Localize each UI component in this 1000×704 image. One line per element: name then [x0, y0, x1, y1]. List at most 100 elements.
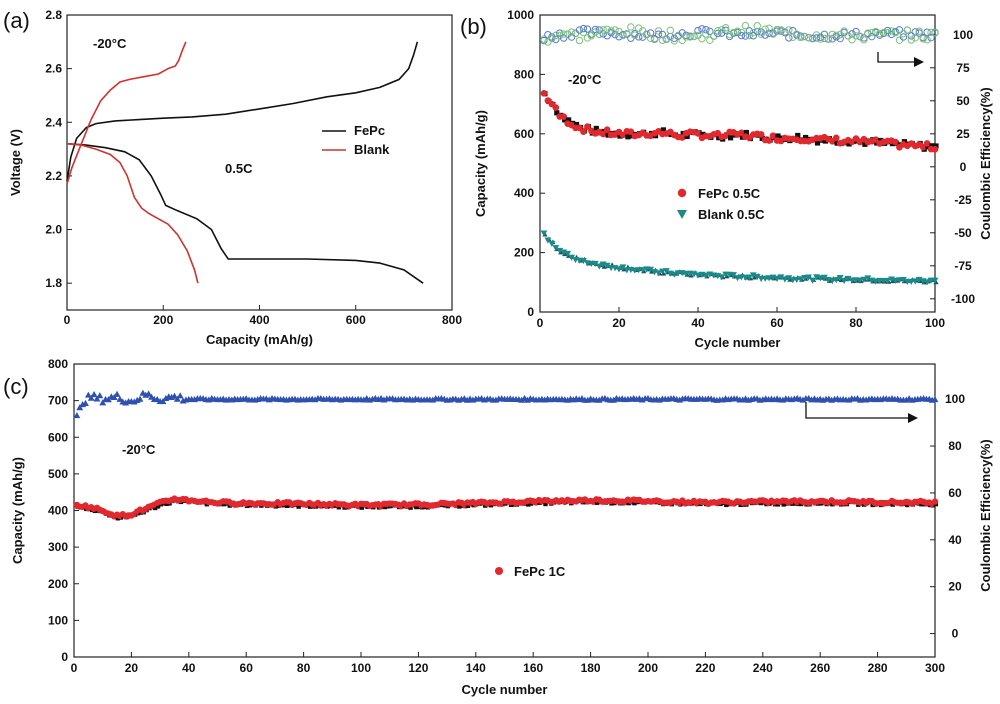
series-line-fepc-discharge [66, 142, 424, 284]
axis-arrow-line-c [805, 402, 910, 419]
data-point-blank-efficiency [927, 28, 935, 37]
data-point-blank-efficiency [797, 33, 805, 42]
data-point-blank-capacity [828, 278, 836, 285]
data-point-fepc-black [929, 143, 935, 149]
data-point-fepc-1c-black [594, 500, 600, 505]
axis-arrow-head-b [914, 57, 924, 67]
x-axis-title-a: Capacity (mAh/g) [206, 332, 313, 347]
data-point-fepc-efficiency [544, 31, 552, 39]
data-point-blank-efficiency [800, 32, 809, 41]
data-point-blank-efficiency [725, 30, 734, 39]
data-point-fepc-efficiency [761, 31, 769, 39]
data-point-fepc-efficiency [694, 26, 702, 35]
data-point-blank-capacity [670, 271, 678, 278]
data-point-blank-efficiency [646, 34, 655, 42]
data-point-blank-efficiency [816, 35, 825, 43]
data-point-blank-capacity [745, 274, 753, 281]
data-point-blank-efficiency [761, 25, 769, 33]
data-point-fepc-capacity [627, 128, 635, 135]
data-point-blank-efficiency [666, 26, 675, 35]
data-point-blank-efficiency [686, 33, 694, 41]
axis-arrow-line-b [877, 52, 918, 63]
legend-label-blank-b: Blank 0.5C [698, 207, 765, 222]
data-point-fepc-1c-efficiency [176, 392, 184, 399]
y-axis-title-b: Capacity (mAh/g) [473, 110, 488, 217]
data-point-blank-capacity [797, 276, 805, 283]
data-point-fepc-capacity [832, 134, 840, 142]
data-point-fepc-1c-efficiency [518, 396, 526, 403]
data-point-blank-capacity [595, 263, 603, 270]
data-point-fepc-black [925, 144, 931, 150]
x-tick-label-c: 20 [125, 661, 139, 675]
data-point-blank-capacity [765, 275, 773, 282]
data-point-blank-efficiency [907, 36, 915, 44]
data-point-fepc-1c-black [152, 505, 158, 511]
x-axis-title-b: Cycle number [695, 335, 781, 350]
data-point-blank-capacity [659, 268, 666, 275]
data-point-fepc-1c-efficiency [93, 395, 101, 402]
data-point-blank-efficiency [856, 32, 864, 40]
data-point-fepc-efficiency [927, 33, 935, 42]
data-point-blank-efficiency [714, 27, 722, 35]
y-right-tick-label-c: 0 [952, 627, 959, 641]
data-point-blank-efficiency [674, 31, 682, 40]
data-point-fepc-capacity [560, 113, 567, 120]
temperature-annotation-a: -20°C [93, 36, 127, 51]
x-tick-label-c: 40 [182, 661, 196, 675]
x-tick-label-c: 200 [638, 661, 658, 675]
data-point-fepc-1c-efficiency [90, 390, 98, 398]
y-right-tick-label-b: -100 [951, 292, 975, 306]
data-point-fepc-1c-black [543, 501, 548, 507]
data-point-blank-efficiency [860, 36, 868, 44]
data-point-fepc-capacity [584, 123, 591, 130]
y-tick-label-b: 1000 [507, 8, 534, 22]
data-point-blank-efficiency [571, 29, 580, 38]
data-point-blank-dark [649, 268, 655, 274]
data-point-blank-capacity [836, 275, 844, 282]
data-point-blank-efficiency [682, 33, 690, 41]
data-point-blank-capacity [730, 272, 737, 279]
data-point-fepc-1c-efficiency [116, 395, 124, 402]
data-point-fepc-efficiency [852, 27, 860, 36]
data-point-fepc-efficiency [741, 32, 750, 40]
data-point-blank-capacity [911, 278, 919, 285]
data-point-fepc-1c-efficiency [110, 393, 118, 400]
data-point-blank-efficiency [583, 34, 592, 42]
data-point-fepc-capacity [580, 128, 587, 135]
data-point-blank-capacity [931, 277, 939, 284]
data-point-blank-efficiency [560, 30, 568, 38]
data-point-blank-capacity [568, 254, 575, 261]
data-point-fepc-efficiency [765, 29, 773, 37]
data-point-fepc-black [803, 134, 809, 141]
data-point-blank-capacity [718, 274, 726, 281]
data-point-fepc-1c-efficiency [799, 396, 807, 403]
data-point-blank-efficiency [923, 36, 931, 44]
y-tick-label-c: 700 [48, 394, 68, 408]
data-point-fepc-1c-capacity [931, 498, 939, 505]
data-point-blank-efficiency [658, 36, 667, 44]
x-tick-label-c: 260 [810, 661, 830, 675]
y-tick-label-b: 800 [514, 67, 534, 81]
x-axis-title-c: Cycle number [462, 682, 548, 697]
data-point-blank-efficiency [887, 27, 896, 35]
data-point-fepc-efficiency [678, 29, 686, 37]
data-point-fepc-1c-efficiency [173, 395, 181, 402]
y-right-tick-label-b: -50 [954, 226, 972, 240]
data-point-fepc-capacity [923, 140, 931, 147]
data-point-blank-capacity [591, 260, 599, 267]
temperature-annotation-c: -20°C [122, 442, 156, 457]
data-point-fepc-1c-black [408, 505, 413, 510]
y-right-tick-label-b: -25 [954, 193, 972, 207]
x-tick-label-b: 100 [925, 316, 945, 330]
data-point-blank-capacity [781, 276, 789, 283]
data-point-fepc-efficiency [615, 33, 623, 41]
data-point-blank-efficiency [575, 36, 584, 45]
data-point-blank-efficiency [879, 28, 888, 37]
data-point-blank-efficiency [876, 29, 884, 38]
data-point-fepc-1c-efficiency [159, 397, 167, 405]
data-point-blank-efficiency [611, 26, 619, 34]
data-point-blank-efficiency [852, 32, 860, 40]
data-point-fepc-capacity [757, 131, 765, 138]
data-point-blank-capacity [619, 264, 627, 271]
data-point-blank-efficiency [919, 35, 927, 43]
